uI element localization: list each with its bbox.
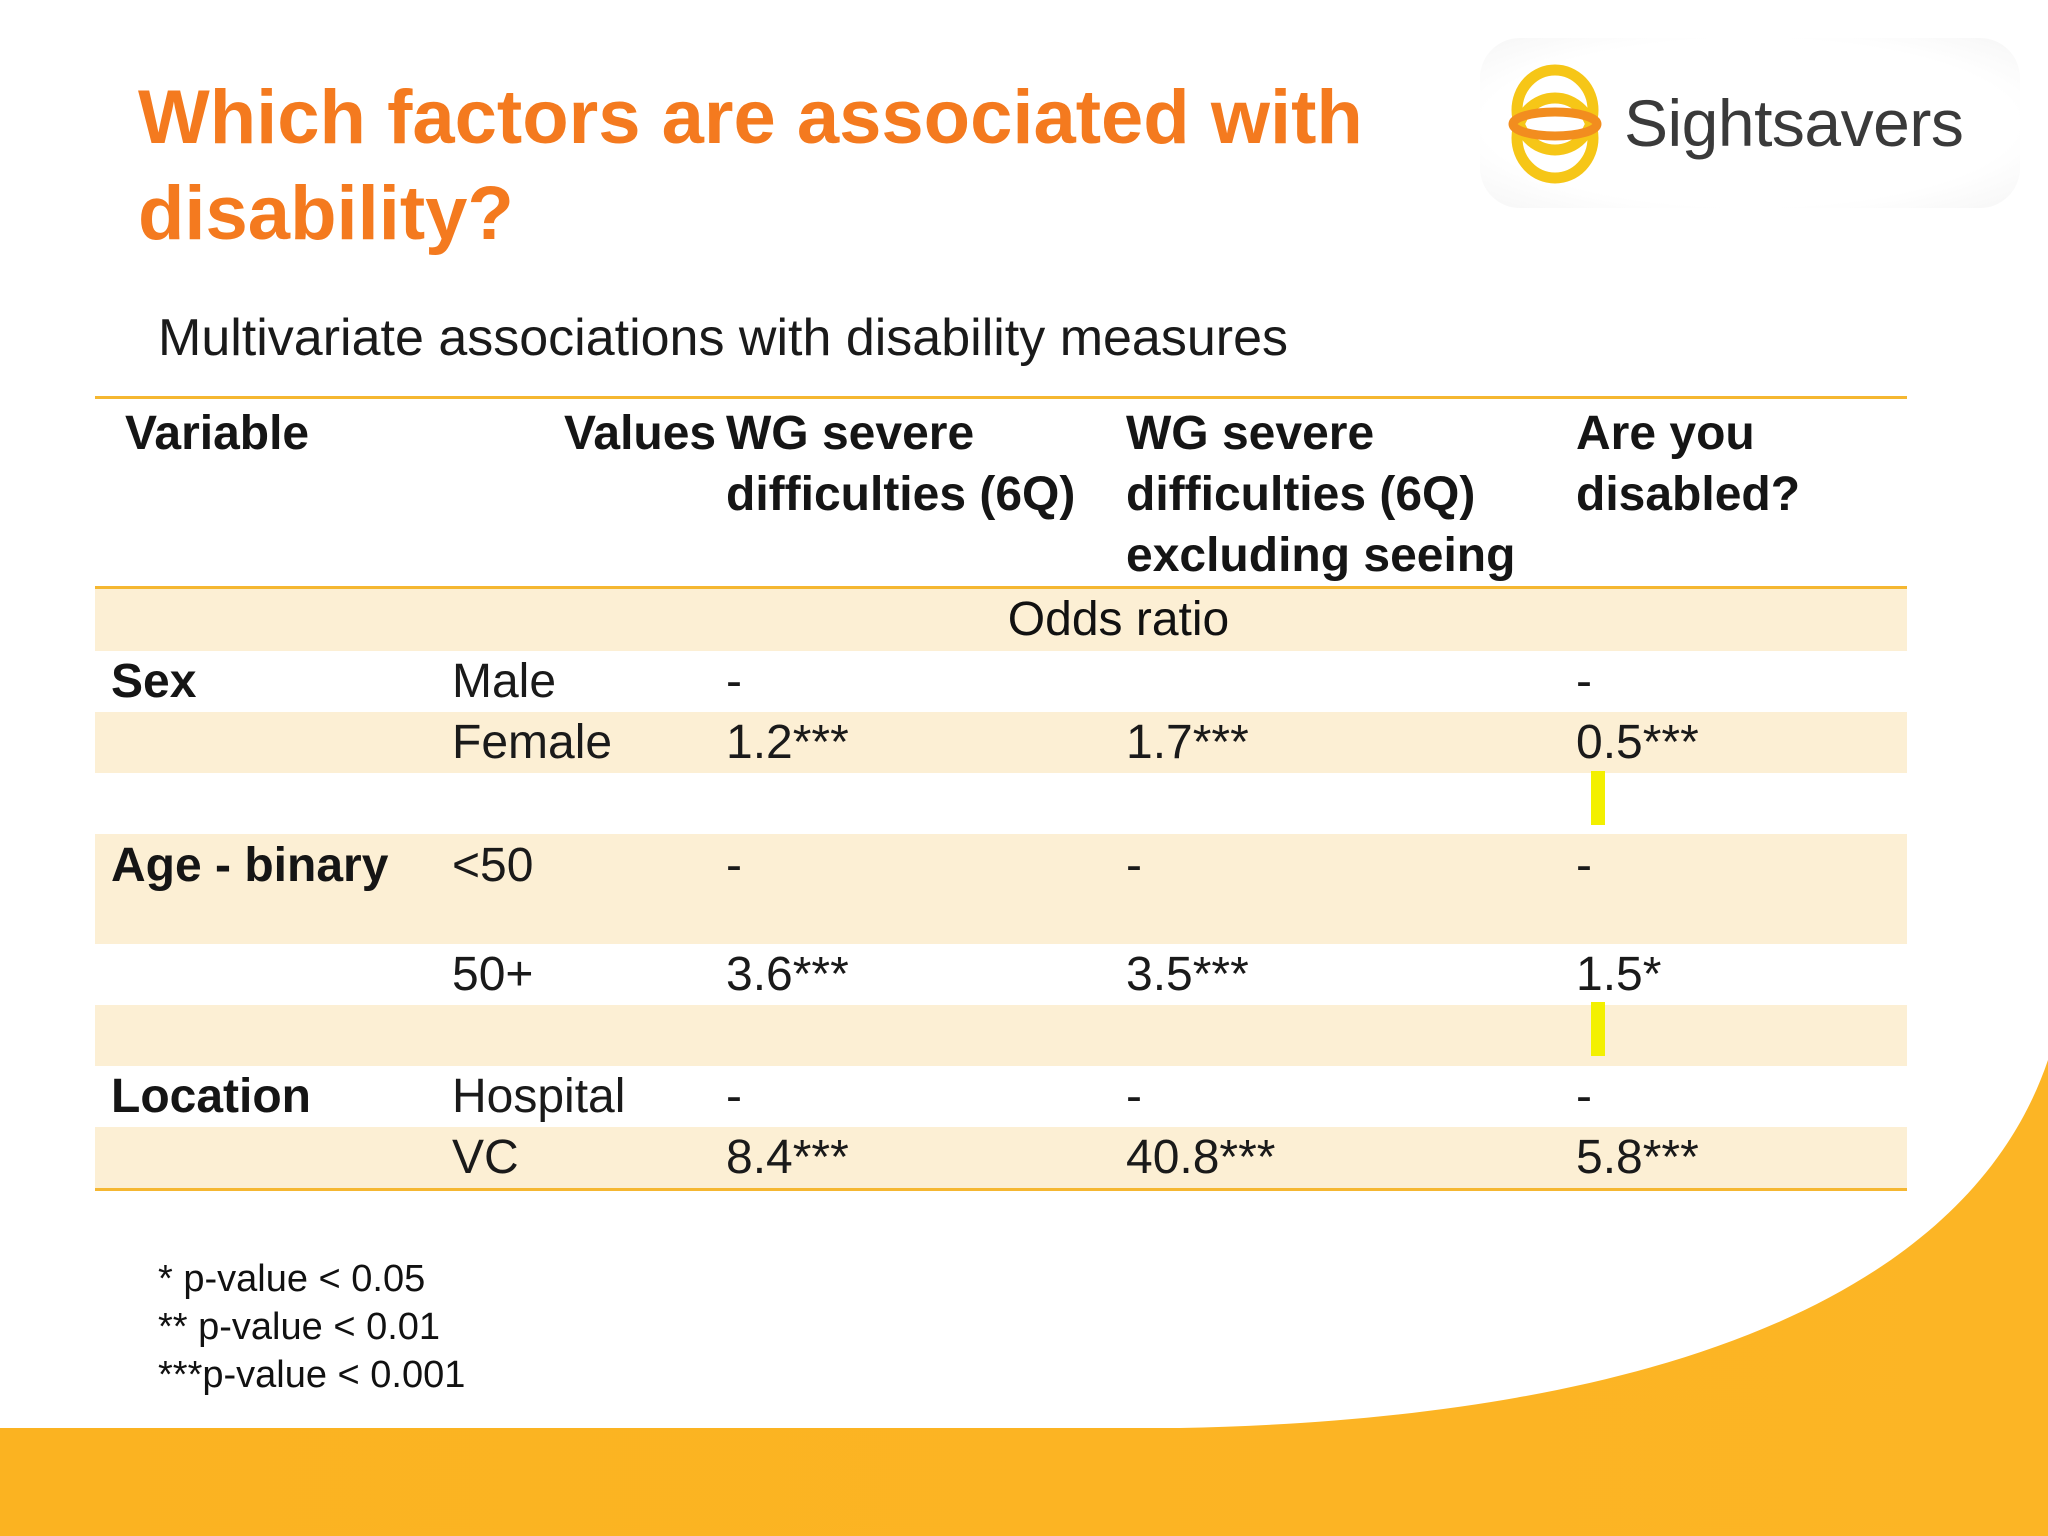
note-line: ** p-value < 0.01 xyxy=(158,1306,441,1348)
logo-wordmark: Sightsavers xyxy=(1624,86,1964,160)
wg6q-excl-cell: - xyxy=(1126,1070,1142,1123)
note-line: * p-value < 0.05 xyxy=(158,1258,426,1300)
note-line: ***p-value < 0.001 xyxy=(158,1354,466,1396)
table-row: Sex Male - - xyxy=(95,651,1907,712)
variable-cell xyxy=(95,1005,452,1066)
table-subtitle: Multivariate associations with disabilit… xyxy=(158,309,1289,367)
header-values: Values xyxy=(452,396,726,589)
sightsavers-rings-icon xyxy=(1508,64,1602,184)
wg6q-excl-cell: 3.5*** xyxy=(1126,948,1249,1001)
wg6q-cell: 3.6*** xyxy=(726,948,849,1001)
variable-cell: Sex xyxy=(111,655,197,708)
wg6q-excl-cell xyxy=(1126,651,1576,712)
disabled-cell xyxy=(1576,1005,1907,1066)
disabled-cell: - xyxy=(1576,1070,1592,1123)
wg6q-cell: - xyxy=(726,839,742,892)
table-row: 50+ 3.6*** 3.5*** 1.5* xyxy=(95,944,1907,1005)
wg6q-excl-cell: - xyxy=(1126,839,1142,892)
highlight-mark xyxy=(1591,1002,1605,1056)
header-variable: Variable xyxy=(95,396,452,589)
value-cell xyxy=(452,773,726,834)
sightsavers-logo: Sightsavers xyxy=(1480,38,2020,208)
value-cell: <50 xyxy=(452,839,534,892)
table-spacer-row xyxy=(95,1005,1907,1066)
wg6q-cell xyxy=(726,773,1126,834)
variable-cell xyxy=(95,944,452,1005)
odds-ratio-label: Odds ratio xyxy=(1007,593,1230,646)
wg6q-cell: - xyxy=(726,1070,742,1123)
disabled-cell: 0.5*** xyxy=(1576,716,1699,769)
wg6q-excl-cell: 1.7*** xyxy=(1126,716,1249,769)
value-cell: Male xyxy=(452,655,557,708)
table-row: VC 8.4*** 40.8*** 5.8*** xyxy=(95,1127,1907,1191)
wg6q-cell xyxy=(726,1005,1126,1066)
table-row: Age - binary <50 - - - xyxy=(95,834,1907,944)
variable-cell xyxy=(95,773,452,834)
slide-title: Which factors are associated with disabi… xyxy=(138,75,1363,256)
wg6q-excl-cell xyxy=(1126,773,1576,834)
wg6q-excl-cell: 40.8*** xyxy=(1126,1127,1576,1191)
header-wg-6q: WG severe difficulties (6Q) xyxy=(726,396,1126,589)
value-cell: 50+ xyxy=(452,948,534,1001)
variable-cell xyxy=(95,1127,452,1191)
table-spacer-row xyxy=(95,773,1907,834)
variable-cell: Location xyxy=(111,1070,311,1123)
variable-cell: Age - binary xyxy=(111,839,389,892)
table-row: Location Hospital - - - xyxy=(95,1066,1907,1127)
value-cell: Hospital xyxy=(452,1070,626,1123)
header-wg-6q-excl-seeing: WG severe difficulties (6Q) excluding se… xyxy=(1126,396,1576,589)
wg6q-cell: - xyxy=(726,655,742,708)
disabled-cell xyxy=(1576,773,1907,834)
significance-notes: * p-value < 0.05 ** p-value < 0.01 ***p-… xyxy=(158,1255,465,1399)
disabled-cell: - xyxy=(1576,655,1592,708)
wg6q-cell: 1.2*** xyxy=(726,716,849,769)
odds-ratio-row: Odds ratio xyxy=(95,587,1907,651)
value-cell xyxy=(452,1005,726,1066)
disabled-cell: - xyxy=(1576,839,1592,892)
table-header-row: Variable Values WG severe difficulties (… xyxy=(95,396,1907,589)
value-cell: Female xyxy=(452,716,613,769)
odds-ratio-table: Variable Values WG severe difficulties (… xyxy=(95,396,1907,1191)
highlight-mark xyxy=(1591,771,1605,825)
wg6q-cell: 8.4*** xyxy=(726,1127,1126,1191)
header-are-you-disabled: Are you disabled? xyxy=(1576,396,1907,589)
disabled-cell: 1.5* xyxy=(1576,948,1662,1001)
odds-ratio-table-container: Variable Values WG severe difficulties (… xyxy=(95,396,1907,1191)
variable-cell xyxy=(95,712,452,773)
disabled-cell: 5.8*** xyxy=(1576,1127,1907,1191)
value-cell: VC xyxy=(452,1127,726,1191)
table-row: Female 1.2*** 1.7*** 0.5*** xyxy=(95,712,1907,773)
wg6q-excl-cell xyxy=(1126,1005,1576,1066)
